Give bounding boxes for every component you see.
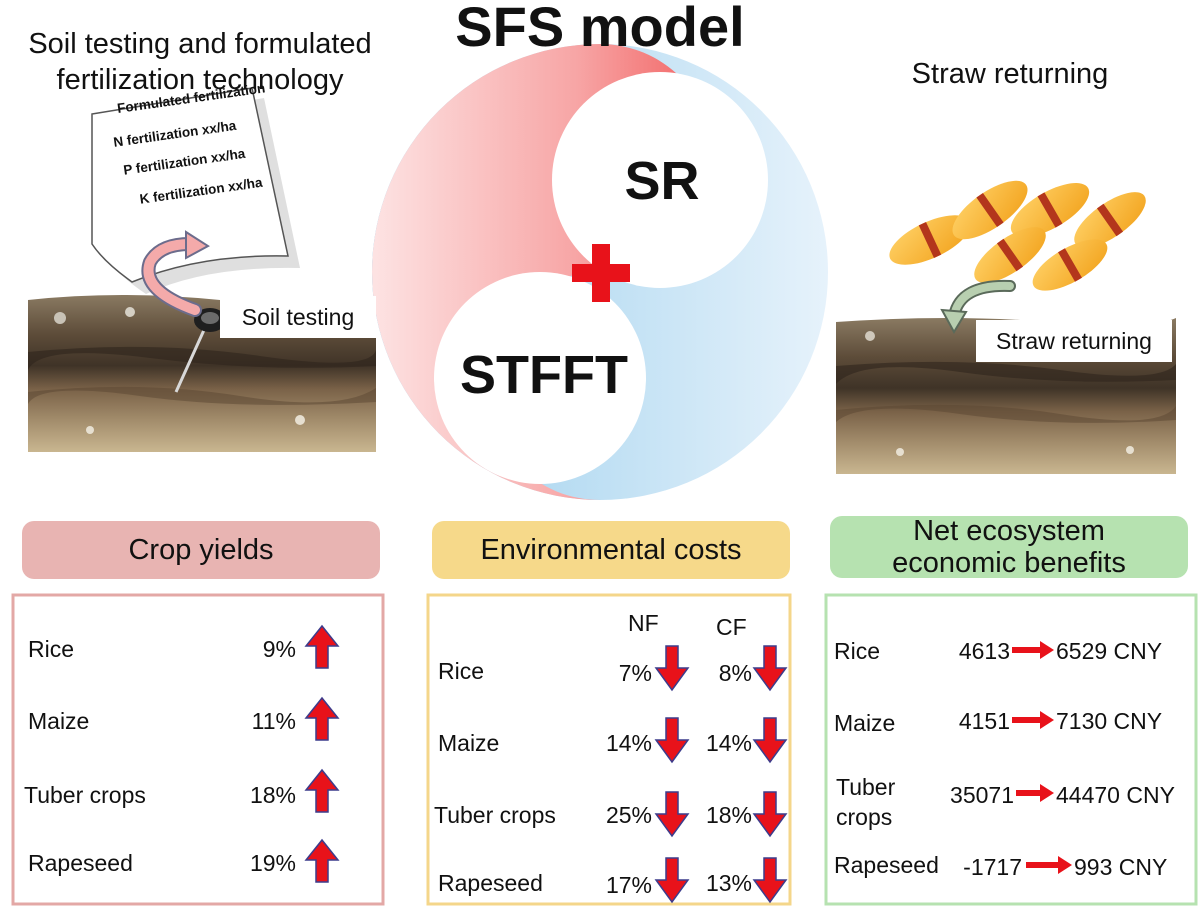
straw-title: Straw returning — [911, 58, 1109, 90]
sr-label: SR — [624, 151, 700, 211]
net-tuber-label: Tuber crops — [836, 772, 895, 832]
down-arrow-icon — [654, 645, 788, 904]
env-rice-nf: 7% — [618, 660, 652, 686]
env-tuber-nf: 25% — [605, 802, 652, 828]
straw-returning-label: Straw returning — [976, 320, 1172, 362]
env-rapeseed-nf: 17% — [605, 872, 652, 898]
net-benefits-header: Net ecosystem economic benefits — [830, 515, 1188, 579]
net-rapeseed-to: 993 CNY — [1074, 854, 1168, 880]
crop-yields-panel — [11, 593, 385, 906]
env-rice-cf: 8% — [718, 660, 752, 686]
net-maize-label: Maize — [834, 710, 896, 736]
curved-arrow-green-icon — [940, 279, 1016, 335]
crop-yields-header: Crop yields — [22, 521, 380, 579]
env-rapeseed-label: Rapeseed — [438, 870, 543, 896]
net-tuber-label-line1: Tuber — [836, 774, 896, 800]
right-arrow-icon — [1012, 641, 1072, 874]
env-tuber-cf: 18% — [705, 802, 752, 828]
up-arrow-icon — [304, 624, 340, 883]
environmental-costs-panel — [426, 593, 792, 906]
page-title: SFS model — [455, 0, 745, 58]
soil-testing-label: Soil testing — [220, 296, 376, 338]
crop-yields-rapeseed-label: Rapeseed — [28, 850, 133, 876]
env-maize-nf: 14% — [605, 730, 652, 756]
stffft-title: Soil testing and formulated fertilizatio… — [0, 26, 400, 98]
curved-arrow-icon — [141, 230, 210, 317]
crop-yields-tuber-label: Tuber crops — [24, 782, 146, 808]
env-maize-cf: 14% — [705, 730, 752, 756]
crop-yields-rice-label: Rice — [28, 636, 75, 662]
env-maize-label: Maize — [438, 730, 500, 756]
crop-yields-rapeseed-value: 19% — [249, 850, 296, 876]
env-rapeseed-cf: 13% — [705, 870, 752, 896]
soil-probe-icon — [174, 308, 226, 393]
net-tuber-label-line2: crops — [836, 804, 893, 830]
yin-yang-circle — [372, 44, 828, 500]
net-maize-to: 7130 CNY — [1056, 708, 1163, 734]
net-tuber-to: 44470 CNY — [1056, 782, 1175, 808]
formulated-fertilization-paper — [91, 87, 300, 294]
cf-column-header: CF — [716, 614, 747, 640]
stffft-title-line2: fertilization technology — [56, 64, 344, 96]
stffft-title-line1: Soil testing and formulated — [28, 28, 372, 60]
net-rapeseed-from: -1717 — [963, 854, 1022, 880]
net-benefits-panel — [824, 593, 1198, 906]
crop-yields-tuber-value: 18% — [249, 782, 296, 808]
net-benefits-header-line1: Net ecosystem — [913, 515, 1105, 547]
net-benefits-header-line2: economic benefits — [892, 547, 1126, 579]
nf-column-header: NF — [628, 610, 659, 636]
net-rice-label: Rice — [834, 638, 881, 664]
net-rice-from: 4613 — [958, 638, 1010, 664]
straw-bundles-icon — [889, 180, 1146, 291]
env-tuber-label: Tuber crops — [434, 802, 556, 828]
stffft-label: STFFT — [460, 345, 628, 405]
crop-yields-maize-label: Maize — [28, 708, 90, 734]
env-rice-label: Rice — [438, 658, 485, 684]
net-maize-from: 4151 — [958, 708, 1010, 734]
net-rice-to: 6529 CNY — [1056, 638, 1163, 664]
crop-yields-rice-value: 9% — [262, 636, 296, 662]
crop-yields-maize-value: 11% — [251, 708, 296, 734]
net-tuber-from: 35071 — [950, 782, 1014, 808]
environmental-costs-header: Environmental costs — [432, 521, 790, 579]
net-rapeseed-label: Rapeseed — [834, 852, 939, 878]
